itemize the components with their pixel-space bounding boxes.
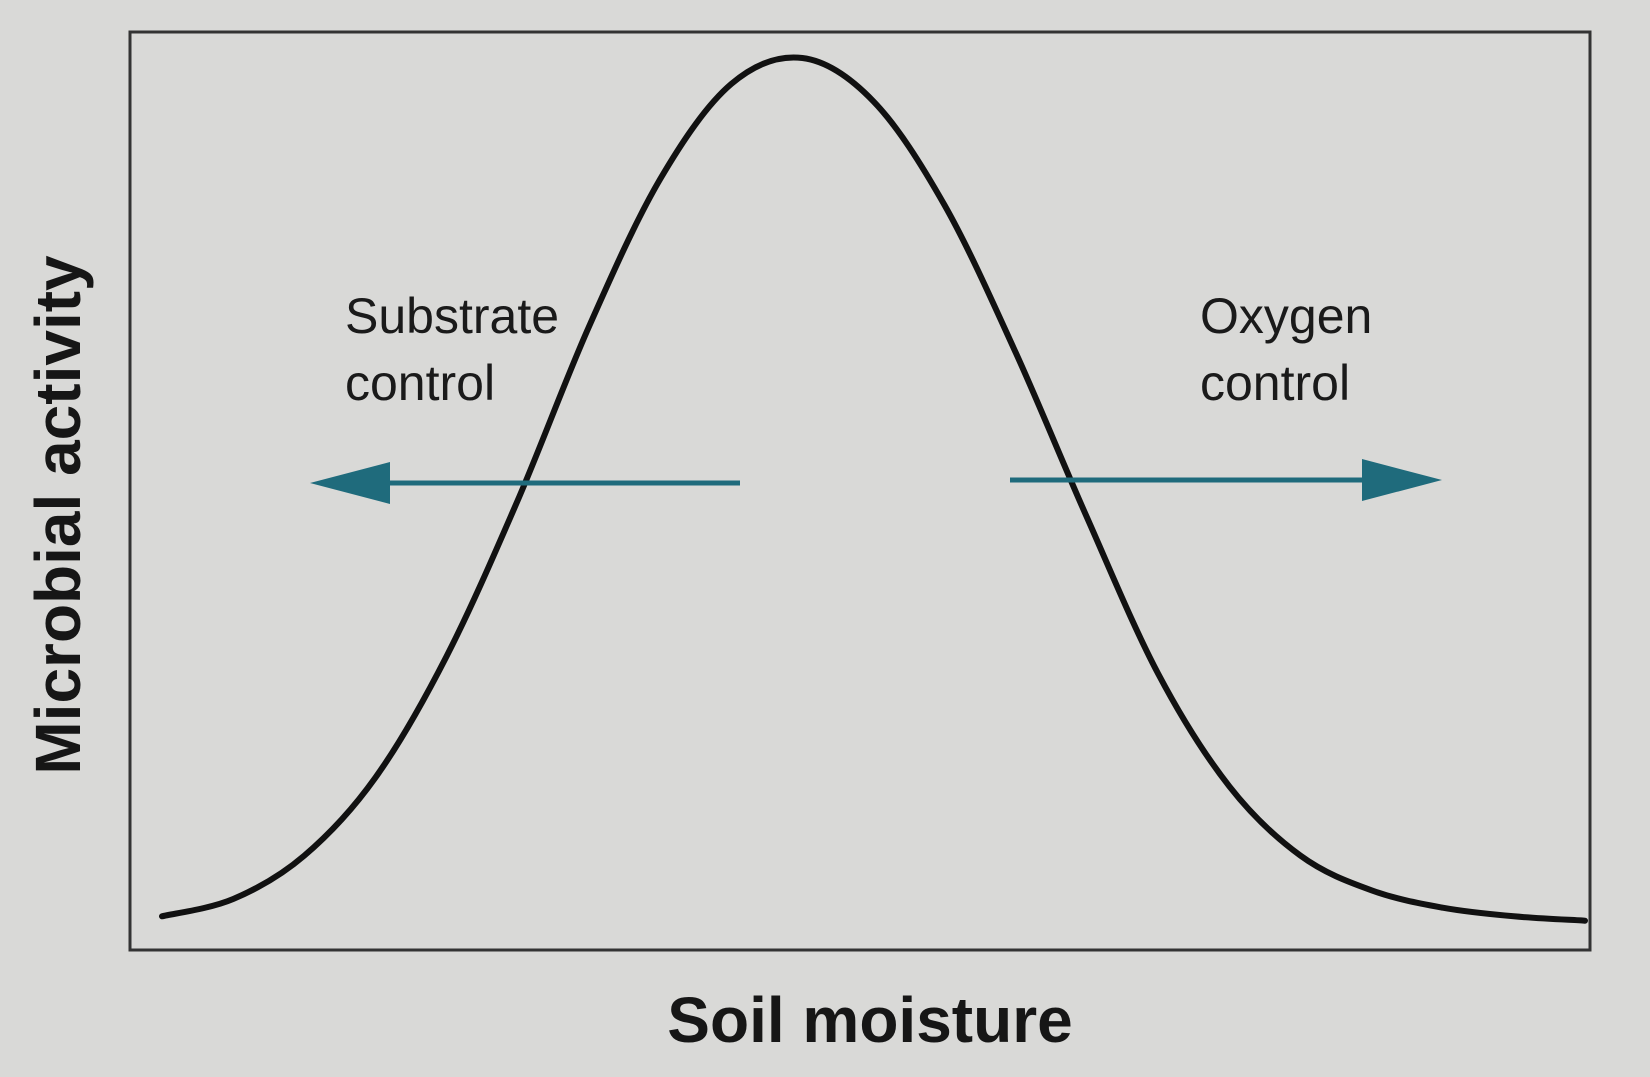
oxygen-arrow xyxy=(1010,459,1442,501)
x-axis-title: Soil moisture xyxy=(667,984,1072,1056)
substrate-label-line2: control xyxy=(345,355,495,411)
oxygen-label-line1: Oxygen xyxy=(1200,288,1372,344)
substrate-label-line1: Substrate xyxy=(345,288,559,344)
oxygen-label-line2: control xyxy=(1200,355,1350,411)
y-axis-title: Microbial activity xyxy=(22,255,94,775)
plot-frame xyxy=(128,30,1592,952)
substrate-arrow xyxy=(310,462,740,504)
series-line xyxy=(159,54,1588,924)
